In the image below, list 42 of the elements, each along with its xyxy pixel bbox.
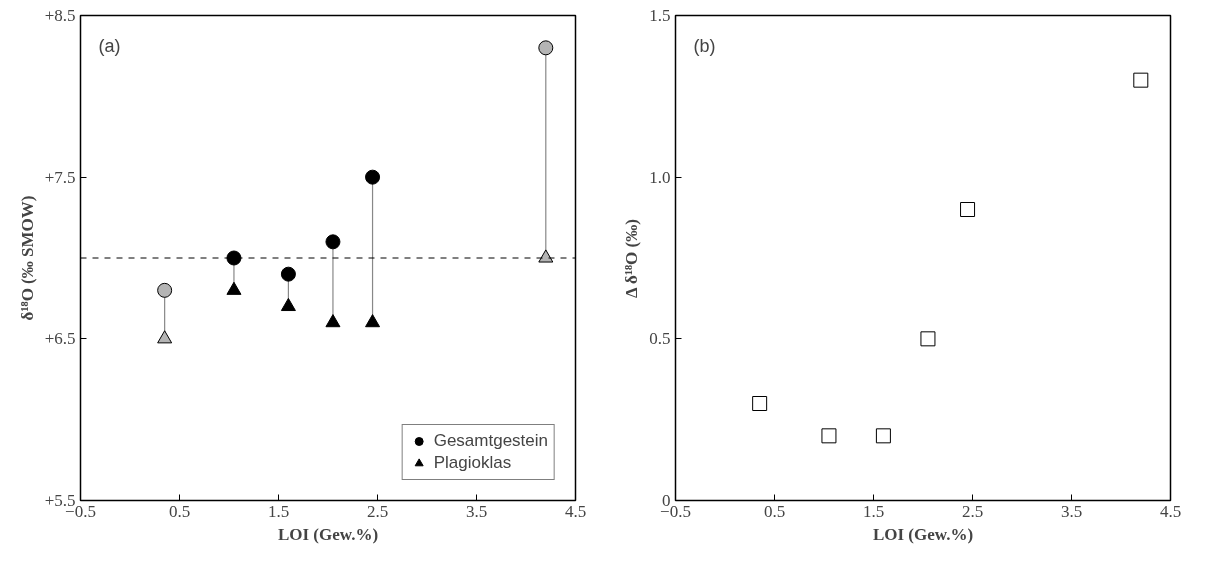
y-axis-title: Δ δ¹⁸O (‰)	[622, 219, 642, 298]
x-tick-label: 2.5	[961, 501, 984, 521]
x-axis-title: LOI (Gew.%)	[277, 524, 379, 544]
point	[280, 297, 296, 312]
point	[821, 428, 837, 444]
point	[157, 330, 173, 344]
point	[538, 40, 554, 56]
x-tick-label: 0.5	[168, 501, 191, 521]
x-tick-label: 4.5	[564, 501, 587, 521]
point	[157, 282, 173, 298]
x-tick-label: 1.5	[862, 501, 885, 521]
x-tick-label: 3.5	[1060, 501, 1083, 521]
legend-label: Plagioklas	[433, 453, 512, 473]
point	[226, 250, 242, 266]
x-tick-label: 4.5	[1159, 501, 1182, 521]
point	[752, 396, 768, 411]
annotation: (a)	[98, 35, 121, 56]
x-tick-label: 0.5	[763, 501, 786, 521]
point	[538, 249, 554, 263]
point	[325, 234, 341, 250]
point	[960, 202, 976, 217]
y-tick-label: +7.5	[44, 167, 76, 187]
y-tick-label: +6.5	[44, 329, 76, 349]
annotation: (b)	[693, 35, 716, 56]
x-tick-label: 2.5	[366, 501, 389, 521]
y-axis-title: δ¹⁸O (‰ SMOW)	[17, 195, 37, 321]
point	[280, 266, 296, 282]
y-tick-label: 1.0	[649, 167, 671, 187]
y-tick-label: 1.5	[649, 6, 671, 25]
legend-label: Gesamtgestein	[433, 431, 548, 451]
y-tick-label: 0.5	[649, 329, 671, 349]
point	[365, 169, 381, 185]
point	[325, 314, 341, 328]
x-tick-label: 1.5	[267, 501, 290, 521]
point	[1133, 72, 1149, 88]
point	[365, 314, 381, 328]
y-tick-label: +8.5	[44, 6, 76, 25]
x-tick-label: 3.5	[465, 501, 488, 521]
point	[226, 281, 242, 295]
point	[875, 428, 891, 444]
x-axis-title: LOI (Gew.%)	[872, 524, 974, 544]
point	[920, 331, 936, 347]
